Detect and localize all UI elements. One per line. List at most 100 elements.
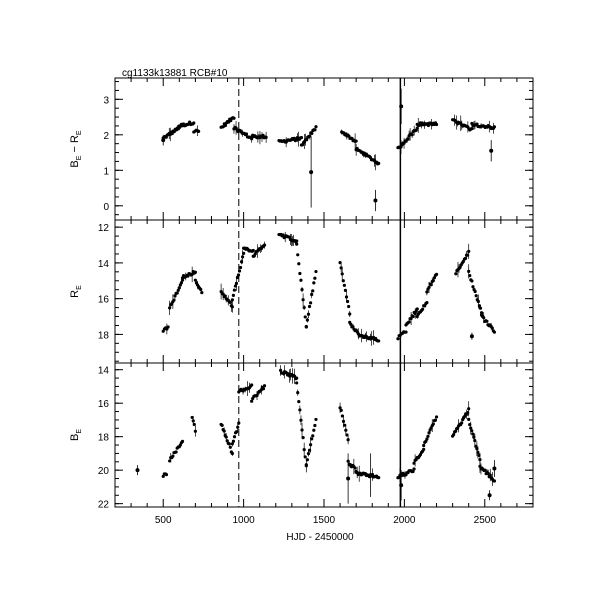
data-point (235, 275, 240, 280)
data-point (236, 273, 241, 277)
data-point (454, 429, 458, 433)
y-tick-label: 3 (103, 95, 109, 106)
data-point (425, 437, 429, 441)
data-point (295, 376, 299, 380)
data-point (186, 274, 190, 278)
data-point (299, 418, 303, 422)
data-point (471, 285, 475, 289)
data-point (303, 315, 307, 319)
data-point (295, 381, 299, 385)
y-tick-label: 12 (98, 223, 110, 234)
data-point (250, 383, 254, 387)
data-point (304, 324, 308, 329)
data-point (281, 233, 285, 237)
data-point (460, 421, 464, 425)
data-point (242, 251, 246, 255)
data-point (220, 423, 224, 428)
data-point (228, 445, 232, 449)
data-point (407, 320, 411, 324)
data-point (166, 325, 170, 329)
data-point (232, 288, 237, 292)
data-point (302, 447, 306, 452)
data-point (300, 428, 304, 432)
data-point (313, 276, 317, 280)
data-point (458, 265, 462, 269)
panel-frame (114, 77, 534, 221)
data-point (200, 291, 204, 295)
data-point (311, 289, 315, 293)
data-point (410, 133, 414, 137)
data-point (490, 326, 494, 330)
data-point (231, 293, 235, 297)
data-point (492, 125, 497, 129)
data-point (434, 415, 439, 419)
data-point (415, 314, 419, 319)
data-point (434, 272, 439, 276)
data-point (172, 298, 176, 302)
data-point (482, 316, 486, 320)
data-point (346, 438, 350, 442)
data-point (310, 292, 314, 297)
y-tick-label: 18 (98, 330, 110, 341)
data-point (314, 417, 318, 422)
data-point (425, 290, 429, 294)
data-point (306, 451, 311, 456)
data-point (199, 287, 203, 292)
data-point (492, 466, 497, 471)
data-point (354, 139, 358, 143)
data-point (431, 422, 435, 426)
data-point (176, 288, 180, 292)
data-point (476, 450, 480, 455)
data-point (311, 434, 315, 438)
panel-middle: 12 14 16 18 RE (69, 219, 534, 364)
y-tick-label: 0 (103, 202, 109, 213)
data-point (262, 243, 267, 247)
data-point (244, 132, 249, 136)
data-point (347, 304, 351, 309)
data-point (221, 292, 225, 296)
data-point (411, 314, 415, 319)
data-point (303, 455, 307, 459)
panel-bottom: 14 16 18 20 22 BE (69, 362, 534, 511)
data-point (475, 122, 479, 126)
data-point (343, 288, 348, 292)
data-point (467, 417, 471, 421)
data-point (296, 390, 300, 395)
data-point (297, 262, 301, 266)
data-point (463, 414, 467, 418)
data-point (489, 148, 494, 153)
data-point (234, 281, 239, 285)
data-point (309, 443, 313, 447)
data-point (474, 294, 478, 298)
data-point (297, 400, 301, 404)
data-point (377, 476, 381, 480)
data-point (250, 399, 254, 403)
data-point (467, 407, 471, 411)
data-point (309, 170, 314, 175)
data-point (305, 458, 309, 462)
y-tick-label: 22 (98, 500, 110, 511)
data-point (298, 271, 302, 276)
data-point (468, 274, 472, 278)
data-point (341, 419, 346, 423)
data-point (232, 435, 237, 439)
data-point (421, 307, 425, 311)
data-point (240, 255, 245, 259)
data-point (180, 439, 185, 444)
data-point (422, 443, 426, 448)
data-point (310, 131, 314, 136)
data-point (298, 408, 302, 412)
data-point (483, 468, 487, 472)
data-point (223, 123, 227, 128)
data-point (192, 121, 196, 125)
panel-top: 0 1 2 3 BE − RE (69, 77, 534, 221)
y-tick-label: 18 (98, 433, 110, 444)
data-point (422, 447, 426, 451)
data-point (295, 242, 299, 246)
data-point (426, 434, 430, 439)
data-point (373, 198, 378, 203)
x-axis-label: HJD - 2450000 (286, 532, 354, 543)
data-point (230, 451, 234, 456)
data-point (192, 422, 196, 427)
data-point (477, 304, 482, 308)
